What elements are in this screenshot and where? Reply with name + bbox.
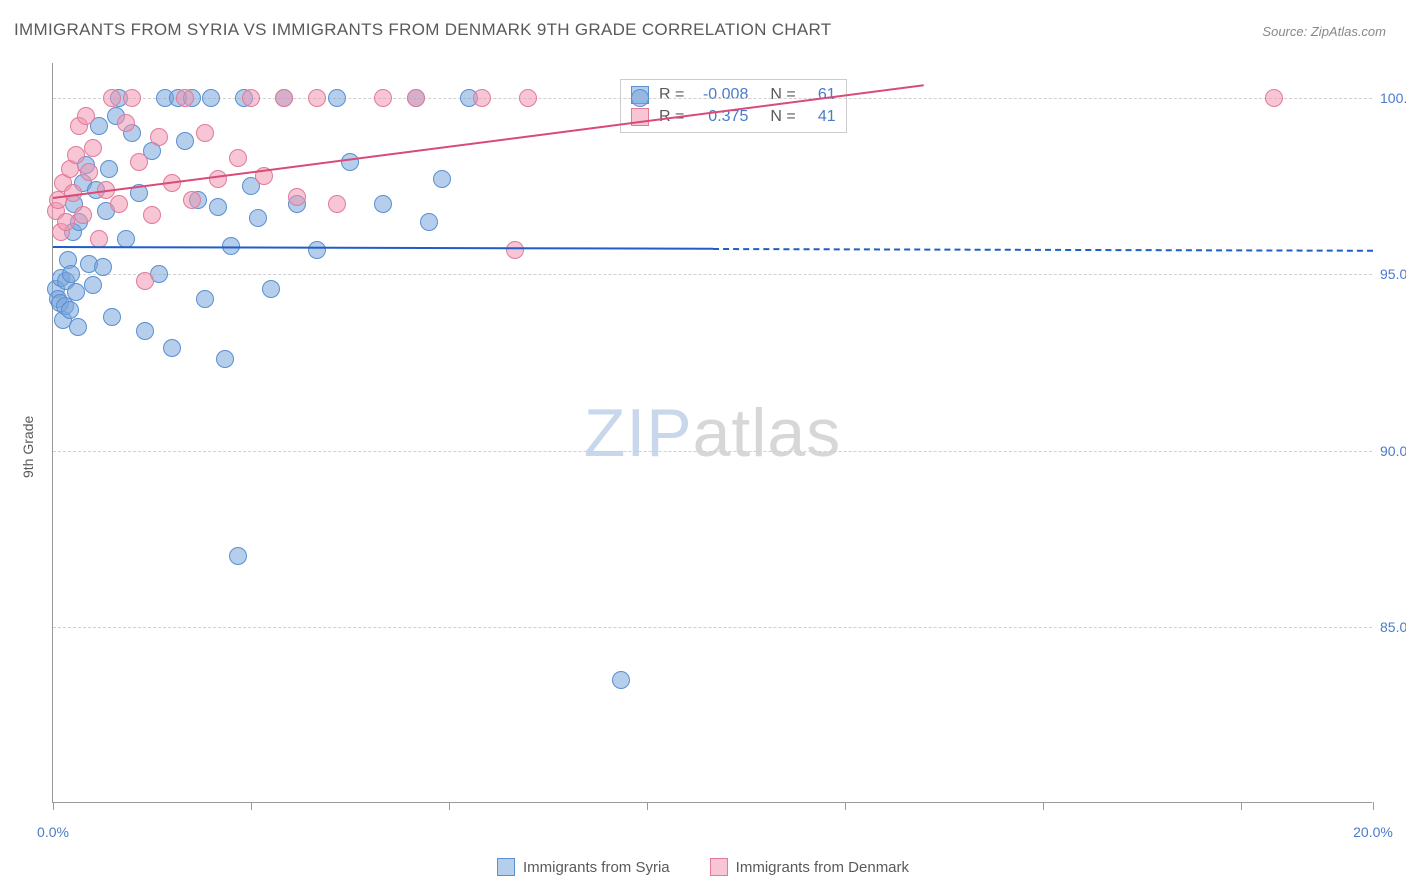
scatter-point-denmark [110, 195, 128, 213]
watermark-zip: ZIP [584, 395, 693, 471]
legend-item-syria: Immigrants from Syria [497, 858, 670, 876]
scatter-point-denmark [1265, 89, 1283, 107]
plot-area: ZIPatlas R =-0.008N =61R =0.375N =41 85.… [52, 63, 1372, 803]
y-axis-title: 9th Grade [20, 416, 36, 478]
scatter-point-denmark [209, 170, 227, 188]
scatter-point-denmark [229, 149, 247, 167]
chart-title: IMMIGRANTS FROM SYRIA VS IMMIGRANTS FROM… [14, 20, 831, 40]
scatter-point-syria [308, 241, 326, 259]
scatter-point-denmark [74, 206, 92, 224]
scatter-point-denmark [374, 89, 392, 107]
scatter-point-syria [202, 89, 220, 107]
scatter-point-denmark [328, 195, 346, 213]
source-attribution: Source: ZipAtlas.com [1262, 24, 1386, 39]
scatter-point-denmark [84, 139, 102, 157]
x-tick [647, 802, 648, 810]
scatter-point-syria [196, 290, 214, 308]
legend-label: Immigrants from Denmark [736, 859, 909, 876]
source-label: Source: [1262, 24, 1307, 39]
n-value: 61 [806, 86, 836, 104]
n-value: 41 [806, 108, 836, 126]
legend-bottom: Immigrants from Syria Immigrants from Den… [0, 858, 1406, 876]
trend-line [53, 246, 713, 250]
scatter-point-denmark [123, 89, 141, 107]
scatter-point-denmark [117, 114, 135, 132]
scatter-point-denmark [150, 128, 168, 146]
scatter-point-denmark [506, 241, 524, 259]
scatter-point-syria [103, 308, 121, 326]
scatter-point-syria [136, 322, 154, 340]
scatter-point-syria [163, 339, 181, 357]
scatter-point-denmark [80, 163, 98, 181]
scatter-point-denmark [473, 89, 491, 107]
y-tick-label: 95.0% [1380, 266, 1406, 282]
watermark-atlas: atlas [693, 395, 842, 471]
scatter-point-syria [62, 265, 80, 283]
n-label: N = [770, 108, 795, 126]
scatter-point-syria [69, 318, 87, 336]
stats-legend-box: R =-0.008N =61R =0.375N =41 [620, 79, 847, 133]
scatter-point-syria [100, 160, 118, 178]
trend-line-extrapolated [713, 248, 1373, 252]
scatter-point-syria [84, 276, 102, 294]
scatter-point-denmark [407, 89, 425, 107]
scatter-point-syria [374, 195, 392, 213]
watermark: ZIPatlas [584, 394, 841, 472]
y-tick-label: 85.0% [1380, 619, 1406, 635]
y-tick-label: 90.0% [1380, 443, 1406, 459]
gridline-h [53, 274, 1372, 275]
legend-item-denmark: Immigrants from Denmark [710, 858, 909, 876]
r-value: -0.008 [694, 86, 748, 104]
scatter-point-syria [612, 671, 630, 689]
legend-swatch-syria [497, 858, 515, 876]
gridline-h [53, 627, 1372, 628]
scatter-point-syria [67, 283, 85, 301]
legend-label: Immigrants from Syria [523, 859, 670, 876]
scatter-point-denmark [519, 89, 537, 107]
x-tick-label: 20.0% [1353, 824, 1393, 840]
scatter-point-syria [176, 132, 194, 150]
scatter-point-syria [433, 170, 451, 188]
legend-swatch-denmark [710, 858, 728, 876]
scatter-point-denmark [183, 191, 201, 209]
scatter-point-syria [328, 89, 346, 107]
scatter-point-syria [209, 198, 227, 216]
scatter-point-denmark [288, 188, 306, 206]
scatter-point-denmark [275, 89, 293, 107]
scatter-point-denmark [308, 89, 326, 107]
x-tick [251, 802, 252, 810]
scatter-point-syria [216, 350, 234, 368]
scatter-point-denmark [196, 124, 214, 142]
x-tick [1043, 802, 1044, 810]
gridline-h [53, 451, 1372, 452]
scatter-point-syria [229, 547, 247, 565]
scatter-point-denmark [143, 206, 161, 224]
scatter-point-denmark [130, 153, 148, 171]
scatter-point-denmark [242, 89, 260, 107]
source-name: ZipAtlas.com [1311, 24, 1386, 39]
scatter-point-denmark [176, 89, 194, 107]
r-label: R = [659, 86, 684, 104]
x-tick [1241, 802, 1242, 810]
y-tick-label: 100.0% [1380, 90, 1406, 106]
x-tick [845, 802, 846, 810]
scatter-point-syria [420, 213, 438, 231]
scatter-point-syria [262, 280, 280, 298]
scatter-point-denmark [77, 107, 95, 125]
scatter-point-syria [631, 89, 649, 107]
x-tick [53, 802, 54, 810]
scatter-point-denmark [67, 146, 85, 164]
scatter-point-denmark [57, 213, 75, 231]
scatter-point-denmark [136, 272, 154, 290]
stats-row-syria: R =-0.008N =61 [631, 84, 836, 106]
x-tick [1373, 802, 1374, 810]
x-tick-label: 0.0% [37, 824, 69, 840]
scatter-point-syria [61, 301, 79, 319]
scatter-point-syria [341, 153, 359, 171]
x-tick [449, 802, 450, 810]
scatter-point-syria [249, 209, 267, 227]
scatter-point-syria [94, 258, 112, 276]
chart-container: 9th Grade ZIPatlas R =-0.008N =61R =0.37… [0, 48, 1406, 892]
scatter-point-denmark [103, 89, 121, 107]
